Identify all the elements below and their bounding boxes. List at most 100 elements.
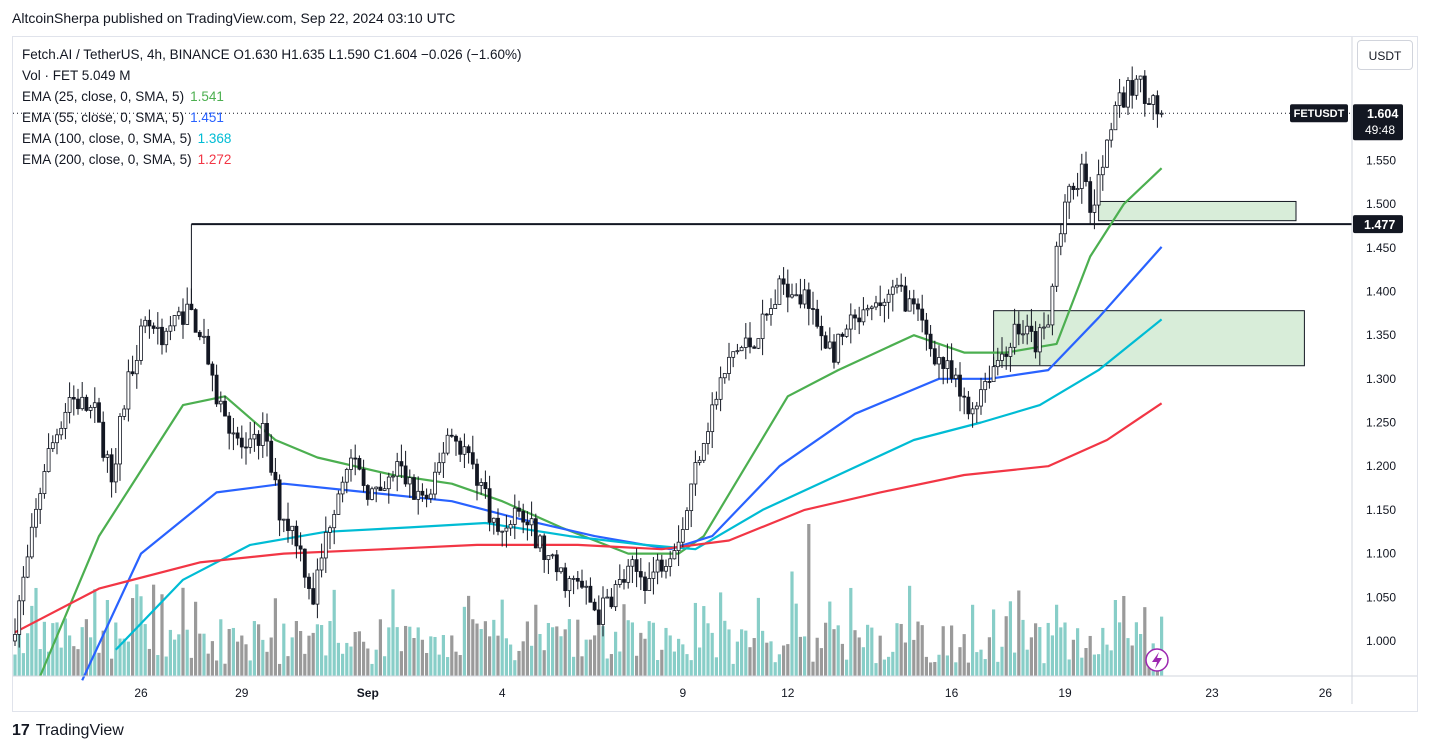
candle-body [357,458,362,470]
candle-body [307,576,311,589]
volume-bar [828,601,832,676]
candle-body [731,351,736,358]
candle-body [739,347,744,352]
volume-bar [664,627,668,676]
candle-body [1004,353,1009,357]
volume-bar [290,637,294,676]
candle-body [533,518,538,549]
volume-bar [567,619,571,676]
volume-bar [509,644,513,676]
volume-bar [210,641,214,676]
candle-body [353,457,358,460]
volume-bar [996,661,1000,676]
candle-body [916,303,920,310]
candle-body [920,308,925,321]
candle-body [1050,285,1055,326]
candle-body [722,373,727,379]
volume-bar [185,629,189,676]
candle-body [890,286,895,295]
volume-bar [42,621,46,676]
volume-bar [110,658,114,676]
price-tick-label: 1.100 [1366,547,1396,561]
candle-body [617,579,622,585]
volume-bar [622,604,626,676]
volume-bar [782,645,786,676]
candle-body [71,397,76,400]
volume-bar [1034,623,1038,676]
candle-body [365,485,370,500]
volume-bar [399,651,403,676]
candle-body [928,333,933,350]
candle-body [1021,333,1025,336]
volume-bar [685,654,689,676]
volume-bar [769,641,773,676]
volume-bar [866,624,870,676]
volume-bar [1050,635,1054,676]
volume-bar [668,635,672,676]
candle-body [244,446,248,449]
volume-bar [26,633,30,676]
volume-bar [1008,601,1012,676]
volume-bar [383,656,387,676]
volume-bar [231,627,235,676]
volume-bar [1000,646,1004,676]
candle-body [176,311,181,316]
volume-bar [303,653,307,676]
volume-bar [336,642,340,676]
candle-body [206,335,211,365]
candle-body [743,337,748,348]
candle-body [987,381,992,383]
candle-body [735,350,740,353]
volume-bar [874,663,878,676]
volume-bar [135,584,139,676]
volume-line: Vol · FET 5.049 M [22,68,131,83]
volume-bar [807,524,811,676]
candle-body [1037,327,1042,353]
volume-bar [471,619,475,676]
volume-bar [143,624,147,676]
volume-bar [131,598,135,676]
candle-body [575,577,580,582]
volume-bar [1160,616,1164,676]
chart-frame[interactable] [12,36,1418,712]
candlesticks [13,66,1164,648]
candle-body [550,554,555,557]
candle-body [571,577,576,580]
candle-body [861,309,866,323]
volume-bar [677,638,681,676]
volume-bar [429,636,433,676]
volume-bar [404,625,408,676]
price-tick-label: 1.550 [1366,153,1396,167]
volume-bar [756,597,760,676]
time-tick-label: 29 [235,686,249,700]
candle-body [109,454,114,483]
candle-body [441,452,446,464]
candle-body [395,461,400,477]
candle-body [13,634,17,642]
currency-button[interactable]: USDT [1357,40,1413,70]
support-zone [1098,200,1297,222]
candle-body [949,360,954,379]
candle-body [46,448,51,472]
candle-body [1063,201,1067,235]
volume-bar [173,639,177,676]
volume-bar [815,637,819,676]
candle-body [559,567,563,573]
volume-bar [278,663,282,676]
candle-body [105,454,110,458]
candle-body [924,319,929,335]
candle-body [790,294,794,298]
candle-body [798,294,803,305]
candle-body [1100,166,1105,176]
level-tag-text: 1.477 [1364,218,1395,232]
volume-bar [391,589,395,676]
candle-body [202,335,206,338]
volume-bar [845,659,849,676]
candle-body [853,314,857,319]
volume-bars [13,524,1164,676]
candle-body [332,514,337,529]
ema25-value: 1.541 [190,89,224,104]
candle-body [483,482,488,490]
candle-body [983,381,988,391]
